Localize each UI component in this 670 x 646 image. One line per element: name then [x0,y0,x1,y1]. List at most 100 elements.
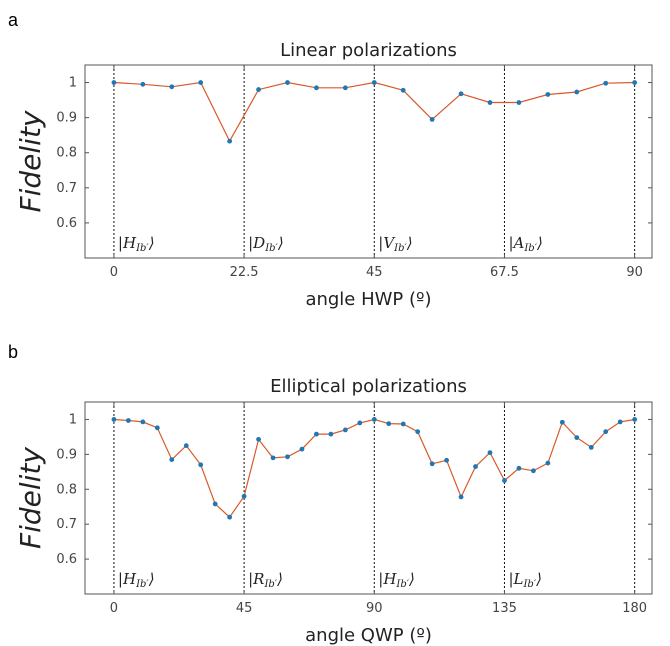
data-point [487,100,493,105]
series-line [113,81,635,143]
chart-title: Linear polarizations [280,40,457,61]
ket-open: |L [508,570,523,588]
chart-title: Elliptical polarizations [270,376,467,397]
ket-subscript: Ib′ [264,243,278,254]
data-point [169,84,175,90]
data-point [473,464,478,469]
data-point [285,80,290,85]
plot-frame [84,401,653,595]
y-tick-label: 0.8 [56,482,77,497]
ket-open: |A [508,234,524,252]
data-point [603,80,609,86]
state-annotation-3: |LIb′⟩ [508,570,542,590]
panel-letter: b [8,342,18,362]
data-point [256,436,261,442]
data-point [270,455,276,461]
data-point [256,87,261,92]
y-tick-label: 1 [69,76,77,91]
data-point [328,431,334,437]
data-point [371,80,377,85]
data-point [342,85,348,91]
data-point [458,494,464,500]
ket-close: ⟩ [535,570,542,588]
data-point [111,80,117,85]
data-point [371,417,377,422]
data-point [487,450,493,456]
data-point [198,80,204,85]
ket-close: ⟩ [408,570,415,588]
data-point [314,431,319,437]
y-axis-label: Fidelity [14,447,47,549]
data-point [444,457,450,463]
y-tick-label: 0.8 [56,146,77,161]
y-tick-label: 0.9 [56,447,77,462]
ket-open: |H [378,570,397,588]
x-axis-label: angle QWP (º) [305,625,432,646]
ket-close: ⟩ [277,234,284,252]
state-annotation-1: |DIb′⟩ [248,234,284,254]
ket-open: |R [248,570,264,588]
ket-open: |D [248,234,265,252]
data-point [357,420,363,426]
data-point [415,429,421,435]
data-point [603,429,609,435]
x-tick-label: 67.5 [490,265,519,280]
data-point [183,443,189,449]
data-point [516,100,522,105]
data-point [198,462,204,468]
data-point [140,81,146,87]
state-annotation-2: |HIb′⟩ [378,570,415,590]
state-annotation-1: |RIb′⟩ [248,570,283,590]
panel-letter: a [8,10,19,30]
data-point [169,457,175,462]
data-point [429,461,435,467]
chart-panel-a: a Linear polarizations 0.6 0.7 0.8 0.9 1 0 22.5 4… [8,10,653,310]
data-point [285,454,290,460]
data-point [559,419,565,425]
x-tick-label: 90 [626,265,643,280]
y-tick-label: 0.6 [56,216,77,231]
y-tick-label: 1 [69,412,77,427]
ket-subscript: Ib′ [263,579,277,590]
x-tick-label: 135 [492,601,517,616]
data-point [516,465,522,471]
data-point [545,460,551,466]
data-point [530,468,536,474]
x-tick-label: 22.5 [230,265,259,280]
data-point [111,417,117,422]
data-point [125,418,131,423]
ket-close: ⟩ [276,570,283,588]
ket-close: ⟩ [148,570,155,588]
data-point [429,116,435,122]
x-axis-label: angle HWP (º) [305,289,431,310]
data-point [241,493,247,499]
y-tick-label: 0.7 [56,181,77,196]
data-point [299,446,305,452]
ket-subscript: Ib′ [522,579,536,590]
data-point [617,419,623,425]
x-tick-label: 45 [366,265,383,280]
data-point [386,421,392,427]
ket-subscript: Ib′ [393,243,407,254]
x-tick-label: 180 [622,601,647,616]
data-point [400,421,406,427]
state-annotation-0: |HIb′⟩ [118,570,155,590]
data-point [588,444,594,450]
ket-subscript: Ib′ [135,243,149,254]
data-point [140,419,146,425]
ket-subscript: Ib′ [523,243,537,254]
plot-frame [84,64,653,259]
x-tick-label: 0 [110,265,118,280]
data-point [574,89,580,95]
data-point [227,514,233,520]
y-axis-label: Fidelity [14,110,47,212]
x-tick-label: 0 [110,601,118,616]
data-point [400,87,406,93]
data-point [632,417,638,422]
state-annotation-0: |HIb′⟩ [118,234,155,254]
state-annotation-2: |VIb′⟩ [378,234,412,254]
y-tick-label: 0.7 [56,517,77,532]
y-tick-label: 0.6 [56,552,77,567]
data-point [154,425,160,431]
